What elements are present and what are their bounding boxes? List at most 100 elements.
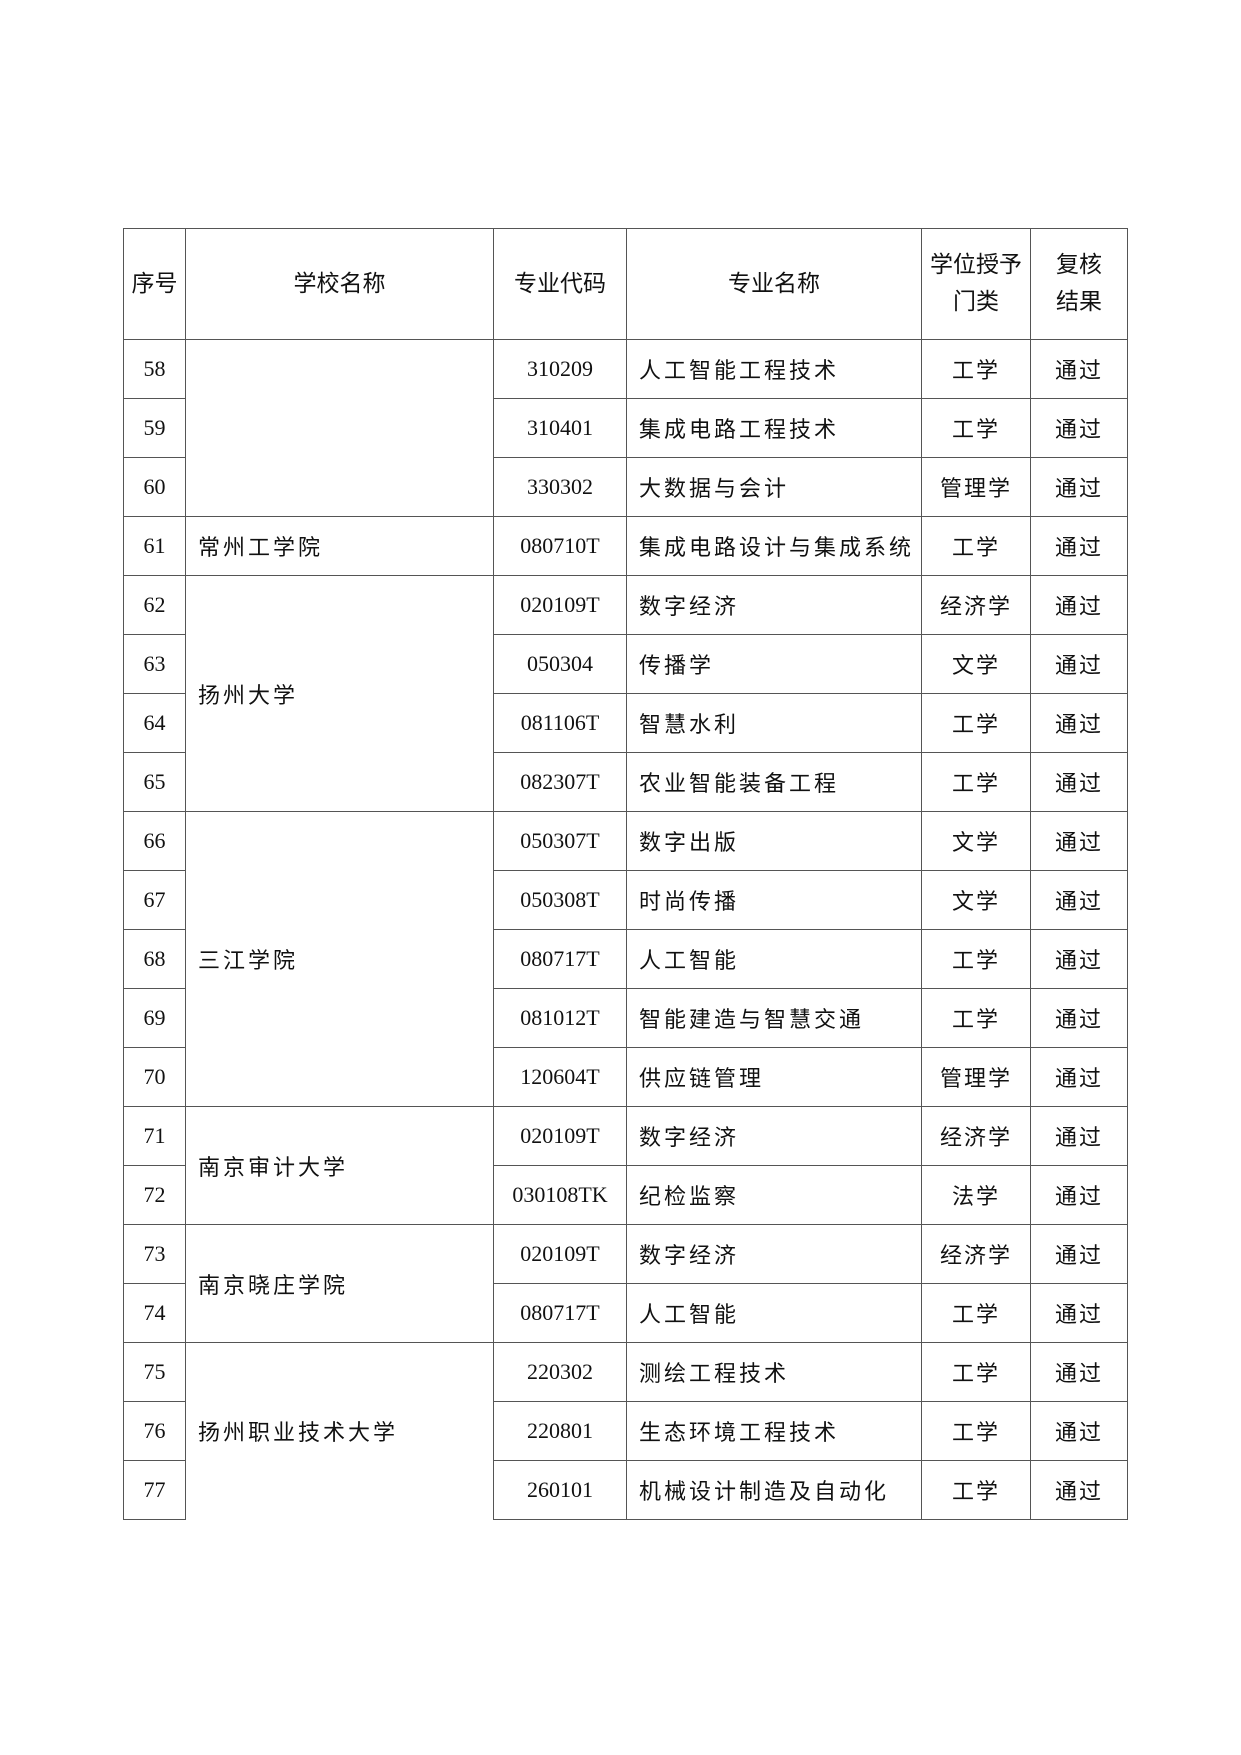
degree-cell: 工学 (921, 929, 1031, 989)
degree-cell: 管理学 (921, 457, 1031, 517)
result-cell: 通过 (1030, 1224, 1128, 1284)
result-cell: 通过 (1030, 1047, 1128, 1107)
major-cell: 集成电路工程技术 (626, 398, 922, 458)
table-row: 62 扬州大学 020109T 数字经济 经济学 通过 (123, 575, 1128, 812)
seq-cell: 75 (123, 1342, 186, 1402)
degree-cell: 工学 (921, 988, 1031, 1048)
major-cell: 智慧水利 (626, 693, 922, 753)
result-cell: 通过 (1030, 398, 1128, 458)
school-cell: 扬州职业技术大学 (185, 1342, 494, 1520)
degree-cell: 工学 (921, 1401, 1031, 1461)
code-cell: 220801 (493, 1401, 627, 1461)
seq-cell: 73 (123, 1224, 186, 1284)
result-cell: 通过 (1030, 575, 1128, 635)
result-cell: 通过 (1030, 929, 1128, 989)
code-cell: 020109T (493, 1106, 627, 1166)
result-cell: 通过 (1030, 1165, 1128, 1225)
school-cell: 三江学院 (185, 811, 494, 1107)
result-cell: 通过 (1030, 634, 1128, 694)
degree-cell: 管理学 (921, 1047, 1031, 1107)
major-cell: 人工智能 (626, 929, 922, 989)
seq-cell: 58 (123, 339, 186, 399)
result-cell: 通过 (1030, 988, 1128, 1048)
table-row: 75 扬州职业技术大学 220302 测绘工程技术 工学 通过 (123, 1342, 1128, 1520)
school-cell (185, 339, 494, 517)
header-school: 学校名称 (185, 228, 494, 340)
seq-cell: 67 (123, 870, 186, 930)
degree-cell: 经济学 (921, 1106, 1031, 1166)
table-row: 74 080717T 人工智能 工学 通过 (123, 1283, 1128, 1343)
major-cell: 大数据与会计 (626, 457, 922, 517)
code-cell: 050304 (493, 634, 627, 694)
code-cell: 030108TK (493, 1165, 627, 1225)
code-cell: 310401 (493, 398, 627, 458)
table-row: 61 常州工学院 080710T 集成电路设计与集成系统 工学 通过 (123, 516, 1128, 576)
header-row: 序号 学校名称 专业代码 专业名称 学位授予 门类 复核 结果 (123, 228, 1128, 340)
table-row: 64 081106T 智慧水利 工学 通过 (123, 693, 1128, 753)
table-row: 60 330302 大数据与会计 管理学 通过 (123, 457, 1128, 517)
degree-cell: 工学 (921, 398, 1031, 458)
header-seq: 序号 (123, 228, 186, 340)
major-cell: 人工智能工程技术 (626, 339, 922, 399)
major-cell: 农业智能装备工程 (626, 752, 922, 812)
table-row: 63 050304 传播学 文学 通过 (123, 634, 1128, 694)
table-row: 68 080717T 人工智能 工学 通过 (123, 929, 1128, 989)
code-cell: 080710T (493, 516, 627, 576)
header-code: 专业代码 (493, 228, 627, 340)
degree-cell: 经济学 (921, 575, 1031, 635)
result-cell: 通过 (1030, 693, 1128, 753)
major-cell: 数字经济 (626, 1106, 922, 1166)
major-cell: 智能建造与智慧交通 (626, 988, 922, 1048)
code-cell: 020109T (493, 575, 627, 635)
result-cell: 通过 (1030, 457, 1128, 517)
seq-cell: 64 (123, 693, 186, 753)
result-cell: 通过 (1030, 1283, 1128, 1343)
major-cell: 纪检监察 (626, 1165, 922, 1225)
degree-cell: 工学 (921, 339, 1031, 399)
code-cell: 050308T (493, 870, 627, 930)
code-cell: 082307T (493, 752, 627, 812)
degree-cell: 文学 (921, 634, 1031, 694)
seq-cell: 62 (123, 575, 186, 635)
major-cell: 机械设计制造及自动化 (626, 1460, 922, 1520)
seq-cell: 77 (123, 1460, 186, 1520)
code-cell: 081106T (493, 693, 627, 753)
school-cell: 南京晓庄学院 (185, 1224, 494, 1343)
header-result-line2: 结果 (1056, 289, 1102, 315)
result-cell: 通过 (1030, 811, 1128, 871)
seq-cell: 70 (123, 1047, 186, 1107)
table-row: 69 081012T 智能建造与智慧交通 工学 通过 (123, 988, 1128, 1048)
degree-cell: 经济学 (921, 1224, 1031, 1284)
major-cell: 人工智能 (626, 1283, 922, 1343)
seq-cell: 60 (123, 457, 186, 517)
degree-cell: 工学 (921, 1342, 1031, 1402)
seq-cell: 71 (123, 1106, 186, 1166)
code-cell: 080717T (493, 1283, 627, 1343)
header-degree: 学位授予 门类 (921, 228, 1031, 340)
code-cell: 020109T (493, 1224, 627, 1284)
seq-cell: 59 (123, 398, 186, 458)
table-row: 73 南京晓庄学院 020109T 数字经济 经济学 通过 (123, 1224, 1128, 1343)
degree-cell: 工学 (921, 693, 1031, 753)
degree-cell: 工学 (921, 1283, 1031, 1343)
degree-cell: 工学 (921, 1460, 1031, 1520)
review-results-table: 序号 学校名称 专业代码 专业名称 学位授予 门类 复核 结果 58 310209 人工… (123, 228, 1128, 1520)
table-row: 71 南京审计大学 020109T 数字经济 经济学 通过 (123, 1106, 1128, 1225)
code-cell: 330302 (493, 457, 627, 517)
code-cell: 080717T (493, 929, 627, 989)
header-result-line1: 复核 (1056, 252, 1102, 279)
degree-cell: 工学 (921, 752, 1031, 812)
table-row: 65 082307T 农业智能装备工程 工学 通过 (123, 752, 1128, 812)
result-cell: 通过 (1030, 752, 1128, 812)
header-degree-line1: 学位授予 (930, 252, 1022, 279)
result-cell: 通过 (1030, 516, 1128, 576)
code-cell: 260101 (493, 1460, 627, 1520)
code-cell: 310209 (493, 339, 627, 399)
major-cell: 数字经济 (626, 1224, 922, 1284)
table-row: 70 120604T 供应链管理 管理学 通过 (123, 1047, 1128, 1107)
degree-cell: 工学 (921, 516, 1031, 576)
school-cell: 扬州大学 (185, 575, 494, 812)
seq-cell: 65 (123, 752, 186, 812)
major-cell: 集成电路设计与集成系统 (626, 516, 922, 576)
major-cell: 传播学 (626, 634, 922, 694)
